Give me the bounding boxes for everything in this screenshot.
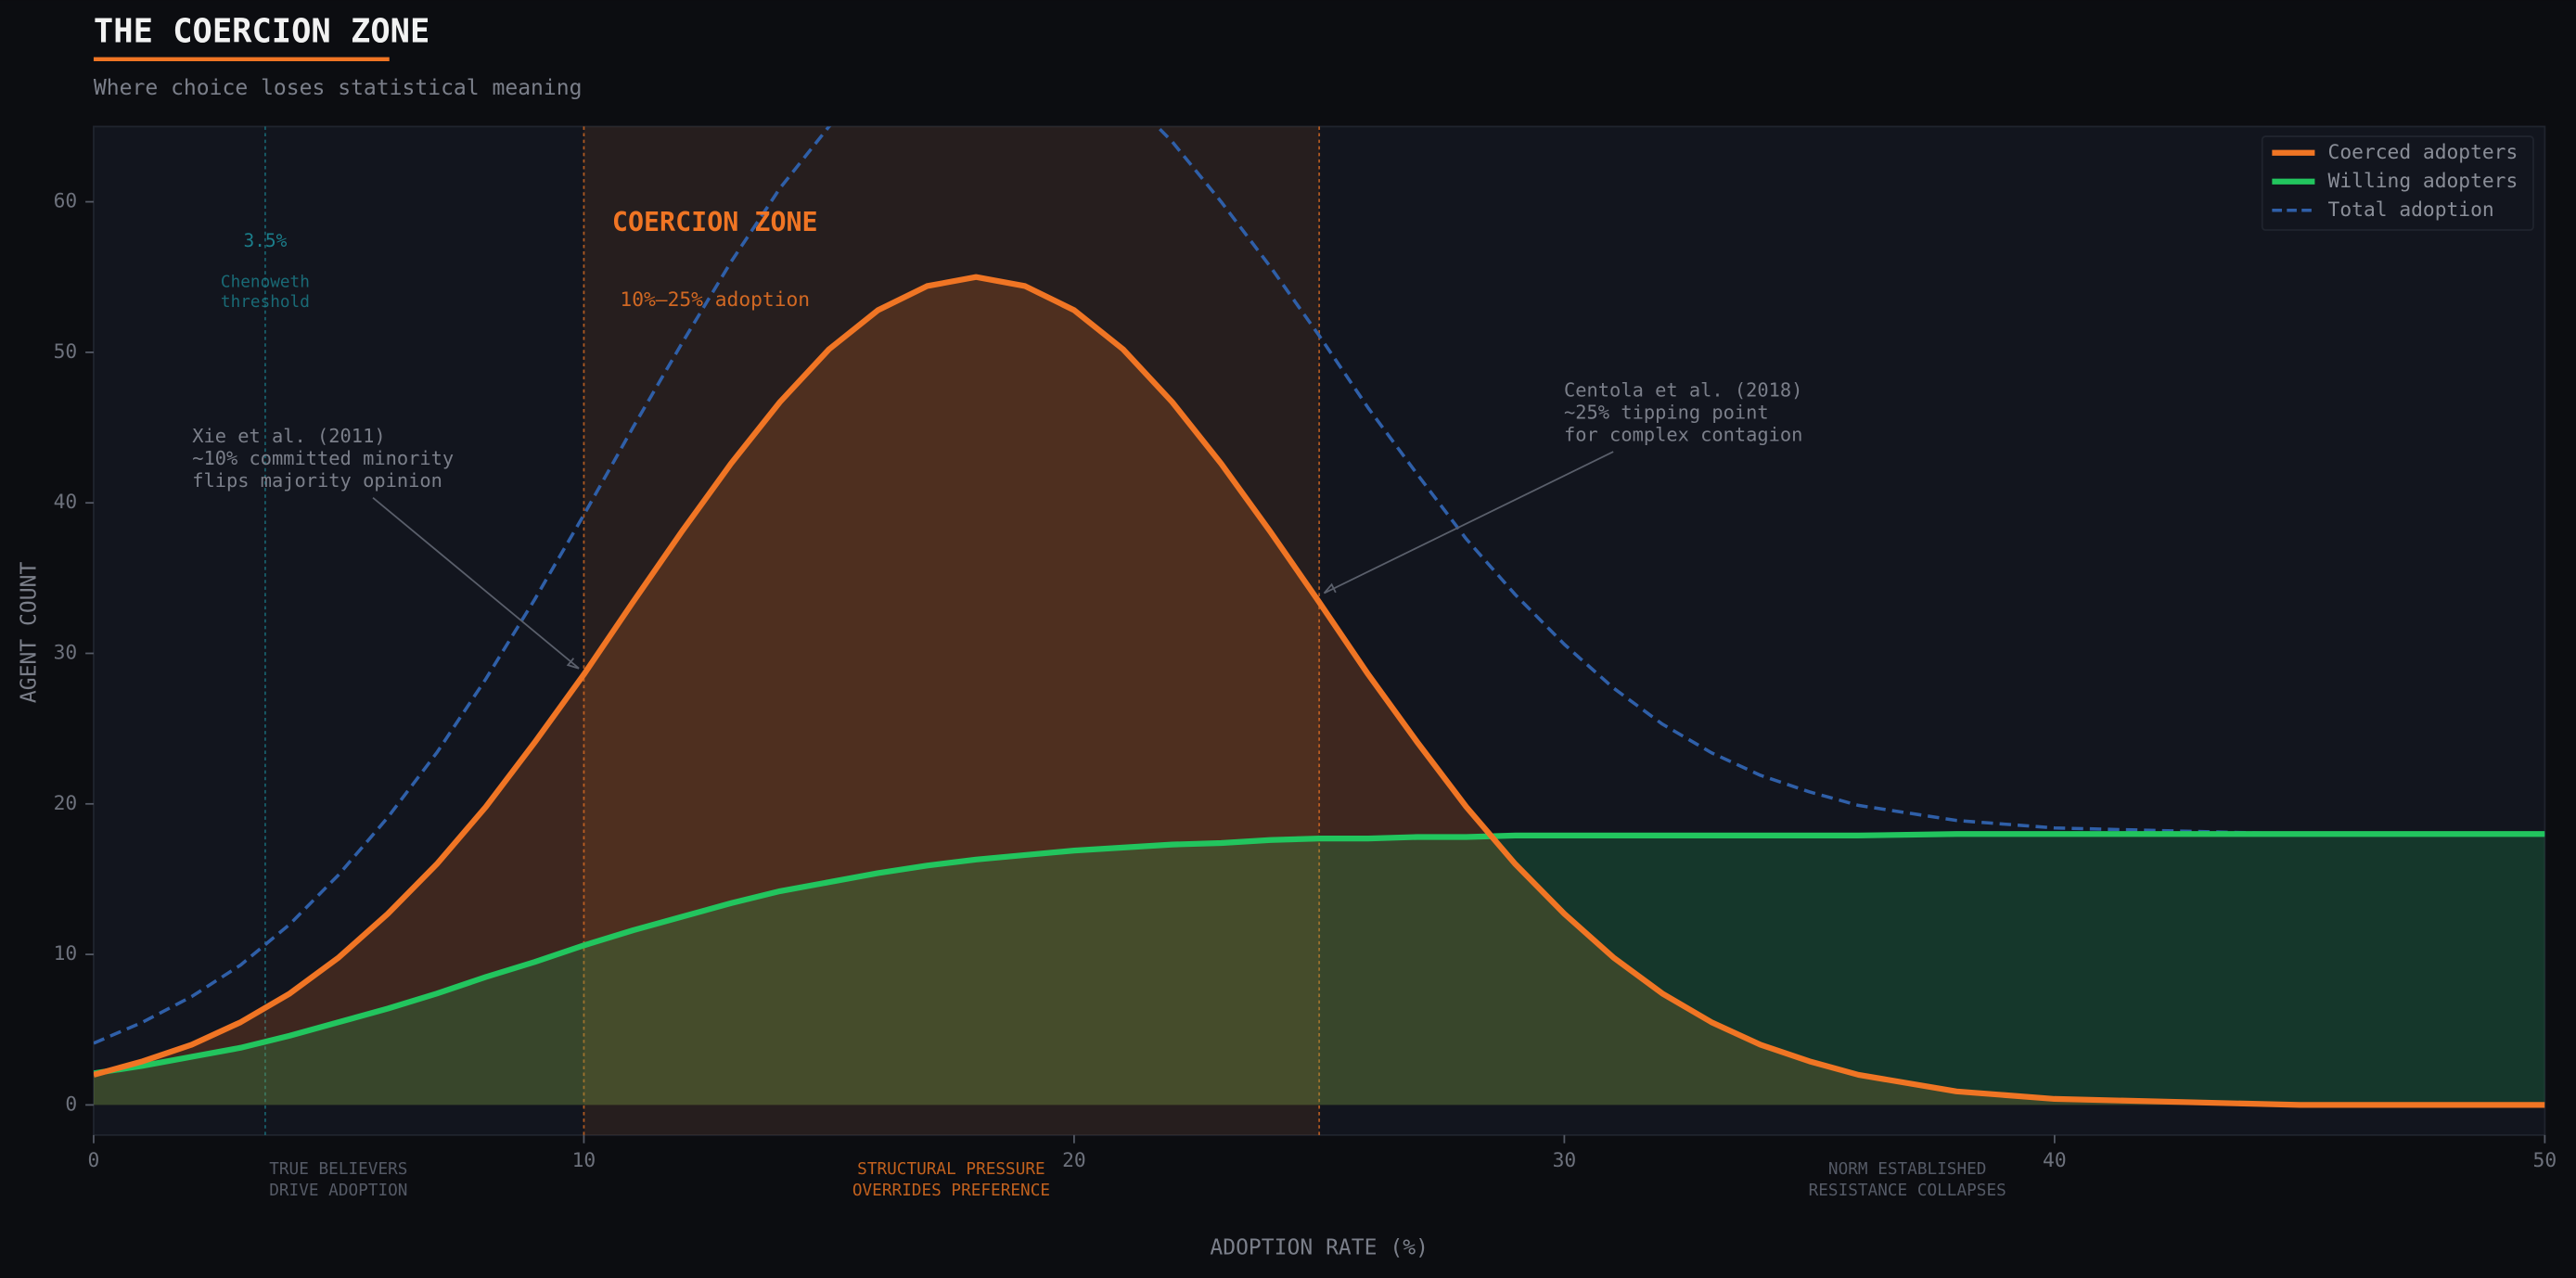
x-tick-label: 10 [572,1149,596,1172]
arrow-head [566,658,580,670]
threshold-label: 3.5% [243,230,287,251]
annotation-arrow [1324,451,1614,594]
y-tick-label: 10 [54,942,78,965]
x-tick-label: 20 [1062,1149,1086,1172]
annotation-text: ~10% committed minority [192,447,454,469]
annotation-arrow [372,497,580,670]
chart-title: THE COERCION ZONE [94,12,429,50]
region-label: RESISTANCE COLLAPSES [1809,1182,2006,1200]
x-tick-label: 30 [1553,1149,1577,1172]
region-label: STRUCTURAL PRESSURE [857,1160,1045,1179]
y-tick-label: 50 [54,340,78,364]
chart-subtitle: Where choice loses statistical meaning [94,76,583,100]
area-fill [93,834,2545,1105]
legend-label: Coerced adopters [2328,141,2518,164]
annotation-text: Xie et al. (2011) [192,425,385,447]
x-tick-label: 50 [2533,1149,2557,1172]
region-label: NORM ESTABLISHED [1828,1160,1987,1179]
region-label: DRIVE ADOPTION [269,1182,407,1200]
series-line [93,274,2545,1108]
series-line [93,126,2545,1045]
y-tick-label: 60 [54,190,78,213]
threshold-note: Chenoweth [221,274,310,292]
region-label: TRUE BELIEVERS [269,1160,407,1179]
region-label: OVERRIDES PREFERENCE [852,1182,1050,1200]
series-line [93,831,2545,1077]
zone-band [583,126,1320,1135]
legend-label: Total adoption [2328,198,2494,222]
x-tick-label: 0 [88,1149,100,1172]
y-tick-label: 0 [65,1093,77,1116]
y-axis-label: AGENT COUNT [17,562,41,704]
zone-subtitle: 10%–25% adoption [620,288,810,312]
annotation-text: flips majority opinion [192,469,442,492]
y-tick-label: 30 [54,641,78,664]
threshold-note: threshold [221,293,310,312]
arrow-head [1323,582,1337,594]
plot-area [93,125,2546,1136]
zone-title: COERCION ZONE [612,207,818,237]
annotation-text: for complex contagion [1564,423,1802,445]
x-tick-label: 40 [2043,1149,2067,1172]
y-tick-label: 40 [54,491,78,514]
area-fill [93,276,2545,1105]
annotation-text: ~25% tipping point [1564,401,1769,423]
y-tick-label: 20 [54,792,78,815]
annotation-text: Centola et al. (2018) [1564,379,1802,402]
legend-box [2261,135,2534,231]
legend-label: Willing adopters [2328,170,2518,193]
plot-layer [93,126,2545,1108]
x-axis-label: ADOPTION RATE (%) [1210,1236,1429,1260]
